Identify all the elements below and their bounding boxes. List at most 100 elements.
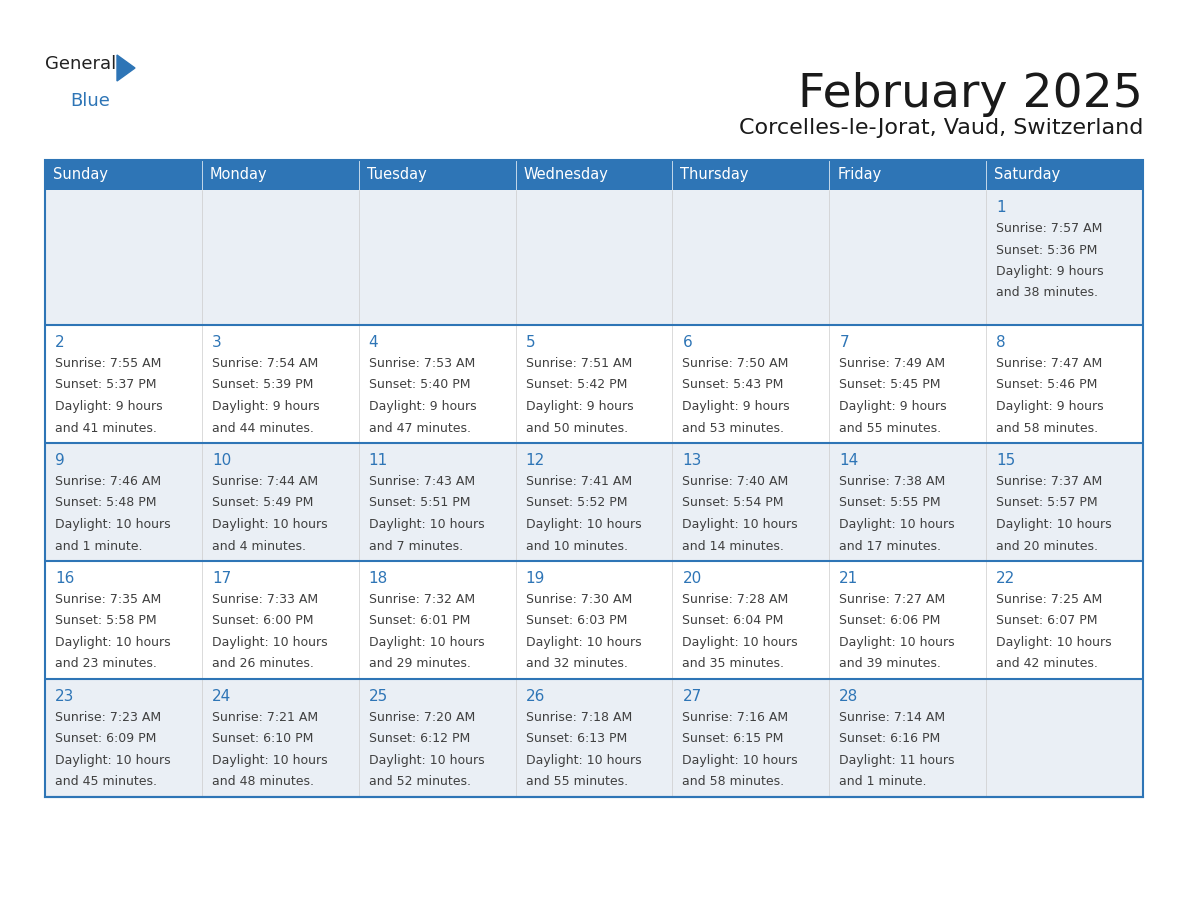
- Text: 23: 23: [55, 689, 75, 704]
- Bar: [359, 190, 516, 325]
- Text: 5: 5: [525, 335, 536, 350]
- Bar: [829, 679, 986, 797]
- Text: and 23 minutes.: and 23 minutes.: [55, 657, 157, 670]
- Text: Friday: Friday: [838, 167, 881, 183]
- Text: Sunrise: 7:33 AM: Sunrise: 7:33 AM: [211, 593, 318, 606]
- Text: Daylight: 9 hours: Daylight: 9 hours: [211, 400, 320, 413]
- Text: 1: 1: [997, 200, 1006, 215]
- Text: 19: 19: [525, 571, 545, 586]
- Text: Daylight: 10 hours: Daylight: 10 hours: [525, 754, 642, 767]
- Text: and 44 minutes.: and 44 minutes.: [211, 421, 314, 434]
- Text: and 38 minutes.: and 38 minutes.: [997, 286, 1098, 299]
- Text: Tuesday: Tuesday: [367, 167, 426, 183]
- Bar: [359, 679, 516, 797]
- Text: Sunrise: 7:25 AM: Sunrise: 7:25 AM: [997, 593, 1102, 606]
- Text: Daylight: 10 hours: Daylight: 10 hours: [525, 518, 642, 531]
- Bar: [202, 190, 359, 325]
- Text: 27: 27: [682, 689, 702, 704]
- Text: and 41 minutes.: and 41 minutes.: [55, 421, 157, 434]
- Text: Sunrise: 7:51 AM: Sunrise: 7:51 AM: [525, 357, 632, 370]
- Text: and 48 minutes.: and 48 minutes.: [211, 776, 314, 789]
- Text: and 55 minutes.: and 55 minutes.: [525, 776, 627, 789]
- Text: Sunrise: 7:27 AM: Sunrise: 7:27 AM: [839, 593, 946, 606]
- Bar: [829, 443, 986, 561]
- Text: Blue: Blue: [70, 92, 109, 110]
- Text: 18: 18: [368, 571, 388, 586]
- Text: Sunset: 6:03 PM: Sunset: 6:03 PM: [525, 614, 627, 628]
- Text: and 35 minutes.: and 35 minutes.: [682, 657, 784, 670]
- Text: and 39 minutes.: and 39 minutes.: [839, 657, 941, 670]
- Text: Sunset: 5:52 PM: Sunset: 5:52 PM: [525, 497, 627, 509]
- Text: Sunrise: 7:46 AM: Sunrise: 7:46 AM: [55, 475, 162, 488]
- Bar: [986, 443, 1143, 561]
- Text: 9: 9: [55, 453, 65, 468]
- Bar: [359, 160, 516, 190]
- Text: and 29 minutes.: and 29 minutes.: [368, 657, 470, 670]
- Text: Sunset: 6:10 PM: Sunset: 6:10 PM: [211, 733, 314, 745]
- Text: Sunset: 6:09 PM: Sunset: 6:09 PM: [55, 733, 157, 745]
- Text: Sunset: 5:58 PM: Sunset: 5:58 PM: [55, 614, 157, 628]
- Bar: [45, 679, 202, 797]
- Bar: [202, 679, 359, 797]
- Bar: [986, 679, 1143, 797]
- Text: Sunrise: 7:47 AM: Sunrise: 7:47 AM: [997, 357, 1102, 370]
- Text: and 17 minutes.: and 17 minutes.: [839, 540, 941, 553]
- Text: Sunset: 5:54 PM: Sunset: 5:54 PM: [682, 497, 784, 509]
- Text: and 7 minutes.: and 7 minutes.: [368, 540, 463, 553]
- Text: Sunset: 6:13 PM: Sunset: 6:13 PM: [525, 733, 627, 745]
- Bar: [986, 190, 1143, 325]
- Text: and 53 minutes.: and 53 minutes.: [682, 421, 784, 434]
- Text: Sunrise: 7:37 AM: Sunrise: 7:37 AM: [997, 475, 1102, 488]
- Text: Sunrise: 7:35 AM: Sunrise: 7:35 AM: [55, 593, 162, 606]
- Bar: [829, 561, 986, 679]
- Text: Daylight: 9 hours: Daylight: 9 hours: [682, 400, 790, 413]
- Bar: [672, 325, 829, 443]
- Text: 16: 16: [55, 571, 75, 586]
- Text: 11: 11: [368, 453, 388, 468]
- Text: and 50 minutes.: and 50 minutes.: [525, 421, 627, 434]
- Text: 15: 15: [997, 453, 1016, 468]
- Text: Sunset: 5:39 PM: Sunset: 5:39 PM: [211, 378, 314, 391]
- Bar: [359, 443, 516, 561]
- Text: Thursday: Thursday: [681, 167, 748, 183]
- Text: Sunrise: 7:57 AM: Sunrise: 7:57 AM: [997, 222, 1102, 235]
- Text: Daylight: 9 hours: Daylight: 9 hours: [55, 400, 163, 413]
- Text: Sunrise: 7:53 AM: Sunrise: 7:53 AM: [368, 357, 475, 370]
- Text: Sunrise: 7:32 AM: Sunrise: 7:32 AM: [368, 593, 475, 606]
- Bar: [672, 679, 829, 797]
- Bar: [45, 325, 202, 443]
- Text: Daylight: 9 hours: Daylight: 9 hours: [525, 400, 633, 413]
- Text: Daylight: 9 hours: Daylight: 9 hours: [997, 265, 1104, 278]
- Text: Sunset: 6:16 PM: Sunset: 6:16 PM: [839, 733, 941, 745]
- Text: Sunrise: 7:38 AM: Sunrise: 7:38 AM: [839, 475, 946, 488]
- Text: Sunset: 6:01 PM: Sunset: 6:01 PM: [368, 614, 470, 628]
- Text: Sunset: 6:15 PM: Sunset: 6:15 PM: [682, 733, 784, 745]
- Text: Daylight: 9 hours: Daylight: 9 hours: [368, 400, 476, 413]
- Text: Sunset: 5:55 PM: Sunset: 5:55 PM: [839, 497, 941, 509]
- Text: Daylight: 10 hours: Daylight: 10 hours: [997, 518, 1112, 531]
- Bar: [516, 190, 672, 325]
- Text: and 1 minute.: and 1 minute.: [55, 540, 143, 553]
- Text: and 32 minutes.: and 32 minutes.: [525, 657, 627, 670]
- Bar: [672, 443, 829, 561]
- Text: and 58 minutes.: and 58 minutes.: [682, 776, 784, 789]
- Text: and 45 minutes.: and 45 minutes.: [55, 776, 157, 789]
- Text: Daylight: 10 hours: Daylight: 10 hours: [211, 518, 328, 531]
- Text: Sunrise: 7:30 AM: Sunrise: 7:30 AM: [525, 593, 632, 606]
- Text: Daylight: 10 hours: Daylight: 10 hours: [839, 518, 955, 531]
- Bar: [359, 561, 516, 679]
- Bar: [45, 561, 202, 679]
- Bar: [829, 160, 986, 190]
- Text: and 42 minutes.: and 42 minutes.: [997, 657, 1098, 670]
- Text: Sunset: 5:37 PM: Sunset: 5:37 PM: [55, 378, 157, 391]
- Text: 25: 25: [368, 689, 388, 704]
- Text: Daylight: 10 hours: Daylight: 10 hours: [55, 636, 171, 649]
- Text: Daylight: 10 hours: Daylight: 10 hours: [211, 754, 328, 767]
- Bar: [516, 160, 672, 190]
- Text: and 47 minutes.: and 47 minutes.: [368, 421, 470, 434]
- Text: 17: 17: [211, 571, 232, 586]
- Text: and 14 minutes.: and 14 minutes.: [682, 540, 784, 553]
- Text: Daylight: 10 hours: Daylight: 10 hours: [55, 754, 171, 767]
- Bar: [986, 325, 1143, 443]
- Text: Daylight: 9 hours: Daylight: 9 hours: [839, 400, 947, 413]
